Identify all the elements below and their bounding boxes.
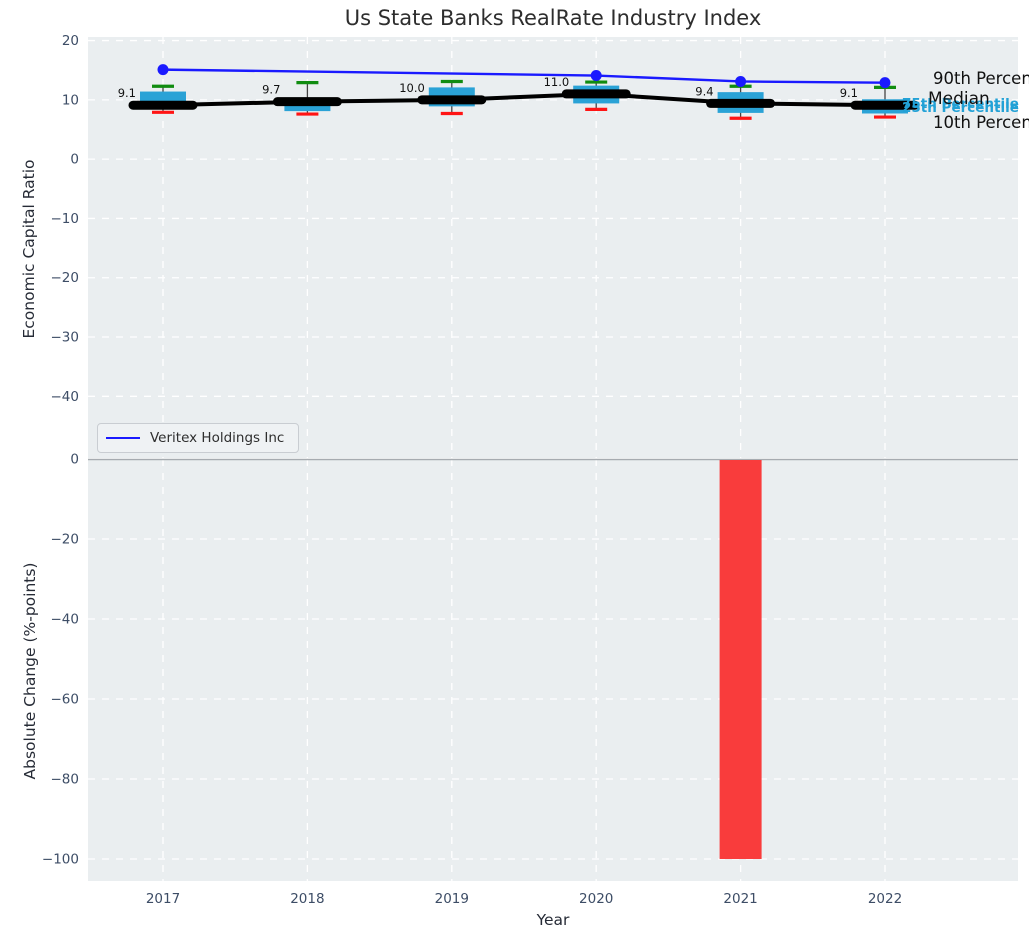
- ytick-top-−20: −20: [51, 270, 80, 286]
- legend-line-sample: [106, 437, 140, 439]
- annotation-median: Median: [928, 89, 990, 109]
- annotation-90th-percentile: 90th Percentile: [933, 69, 1029, 88]
- median-value-label-2018: 9.7: [262, 83, 280, 97]
- bottom-axes-background: [88, 459, 1018, 881]
- ytick-top-10: 10: [62, 92, 79, 108]
- ytick-bottom-−40: −40: [51, 612, 80, 628]
- legend-label: Veritex Holdings Inc: [150, 430, 285, 446]
- xtick-2017: 2017: [146, 891, 180, 907]
- ytick-top-−10: −10: [51, 211, 80, 227]
- ytick-bottom-−20: −20: [51, 532, 80, 548]
- xtick-2022: 2022: [868, 891, 902, 907]
- median-value-label-2017: 9.1: [118, 86, 136, 100]
- median-value-label-2020: 11.0: [544, 75, 570, 89]
- xtick-2018: 2018: [290, 891, 324, 907]
- bar-2021: [719, 460, 762, 859]
- median-value-label-2022: 9.1: [840, 86, 858, 100]
- annotation-25th-percentile: 25th Percentile: [902, 100, 1019, 116]
- veritex-line: [162, 68, 886, 84]
- y-axis-label-top: Economic Capital Ratio: [20, 159, 38, 339]
- ytick-bottom-−80: −80: [51, 772, 80, 788]
- xtick-2021: 2021: [723, 891, 757, 907]
- xtick-2019: 2019: [435, 891, 469, 907]
- ytick-top-−30: −30: [51, 330, 80, 346]
- chart-title: Us State Banks RealRate Industry Index: [344, 6, 762, 30]
- median-value-label-2019: 10.0: [399, 81, 425, 95]
- veritex-point-2017: [157, 64, 169, 76]
- ytick-bottom-−100: −100: [42, 852, 79, 868]
- annotation-10th-percentile: 10th Percentile: [933, 113, 1029, 132]
- ytick-top-0: 0: [70, 152, 79, 168]
- veritex-point-2022: [879, 77, 891, 89]
- y-axis-label-bottom: Absolute Change (%-points): [21, 562, 39, 780]
- median-value-label-2021: 9.4: [695, 84, 713, 98]
- annotation-75th-percentile: 75th Percentile: [902, 96, 1019, 112]
- xtick-2020: 2020: [579, 891, 613, 907]
- ytick-top-20: 20: [62, 33, 79, 49]
- x-axis-label: Year: [536, 911, 570, 929]
- ytick-bottom-−60: −60: [51, 692, 80, 708]
- legend: Veritex Holdings Inc: [97, 423, 300, 453]
- veritex-point-2021: [735, 75, 747, 87]
- veritex-point-2020: [590, 70, 602, 82]
- ytick-top-−40: −40: [51, 389, 80, 405]
- ytick-bottom-0: 0: [70, 452, 79, 468]
